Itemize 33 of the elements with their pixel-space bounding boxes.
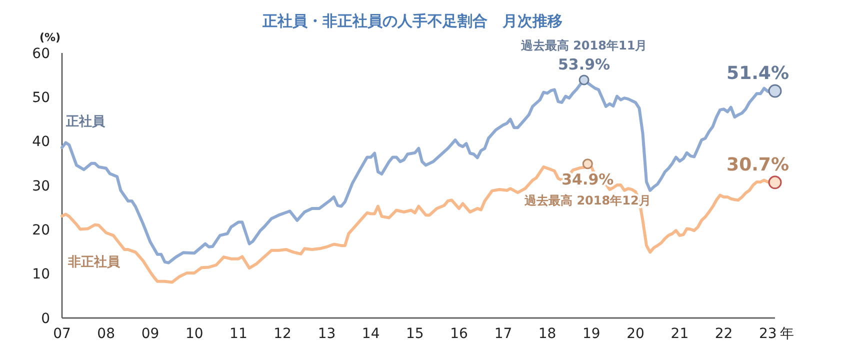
y-tick-label: 20 [32,222,50,239]
annotation: 51.4% [726,62,789,84]
x-tick-label: 12 [274,326,292,342]
y-tick-label: 50 [32,90,50,106]
x-tick-label: 13 [318,326,336,342]
x-axis-title: 年 [780,326,794,342]
annotation: 53.9% [558,55,610,74]
y-tick-label: 30 [32,178,50,194]
annotation: 過去最高 2018年11月 [520,38,648,52]
x-tick-label: 17 [494,326,512,342]
series-label: 非正社員 [67,254,121,270]
x-tick-label: 15 [406,326,424,342]
x-tick-label: 16 [450,326,468,342]
x-tick-label: 21 [670,326,689,342]
annotation: 30.7% [726,154,789,176]
series-label: 正社員 [65,114,106,130]
x-tick-label: 20 [626,326,644,342]
x-tick-label: 18 [538,326,556,342]
y-axis-title: (%) [39,31,61,44]
y-tick-label: 40 [32,134,50,150]
x-tick-label: 23 [758,326,777,342]
y-tick-label: 60 [32,46,50,62]
x-tick-label: 19 [582,326,600,342]
y-tick-label: 10 [32,266,50,283]
x-tick-label: 22 [714,326,733,342]
y-tick-label: 0 [41,310,50,327]
x-tick-label: 07 [53,326,71,342]
x-tick-label: 08 [97,326,115,342]
chart-title: 正社員・非正社員の人手不足割合 月次推移 [262,12,562,30]
x-tick-label: 14 [362,326,380,342]
x-tick-label: 11 [230,326,248,342]
x-tick-label: 09 [141,326,160,342]
x-tick-label: 10 [185,326,204,342]
